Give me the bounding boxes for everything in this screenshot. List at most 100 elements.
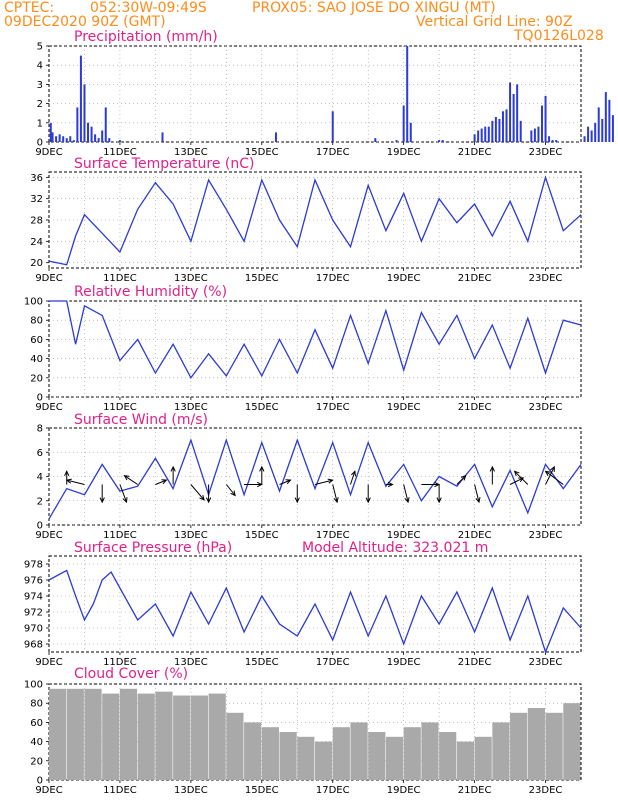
y-tick-label: 3 (37, 80, 43, 91)
y-tick-label: 40 (30, 737, 43, 748)
y-tick-label: 80 (30, 316, 43, 327)
precip-bar (49, 122, 52, 142)
panel-frame (48, 300, 582, 398)
cloud-bar (527, 708, 545, 780)
x-tick-label: 17DEC (316, 657, 350, 668)
header-source: CPTEC: (4, 0, 55, 16)
wind-arrow-head (65, 478, 72, 484)
y-tick-label: 20 (30, 258, 43, 269)
x-tick-label: 23DEC (529, 147, 563, 158)
x-tick-label: 21DEC (458, 147, 492, 158)
y-tick-label: 968 (24, 640, 43, 651)
y-tick-label: 0 (37, 521, 43, 532)
x-tick-label: 13DEC (174, 147, 208, 158)
panel-title: Cloud Cover (%) (74, 666, 188, 682)
x-tick-label: 19DEC (387, 530, 421, 541)
x-tick-label: 13DEC (174, 785, 208, 796)
header-run-code: TQ0126L028 (514, 28, 604, 44)
precip-bar (480, 128, 483, 142)
wind-arrow (545, 470, 564, 485)
cloud-bar (226, 712, 244, 780)
x-tick-label: 9DEC (35, 530, 62, 541)
x-tick-label: 13DEC (174, 273, 208, 284)
wind-arrow-head (327, 478, 334, 484)
wind-arrow (119, 484, 128, 503)
y-tick-label: 2 (37, 99, 43, 110)
cloud-bar (102, 693, 120, 780)
wind-arrow (514, 470, 529, 485)
wind-arrow (403, 484, 409, 503)
y-tick-label: 4 (37, 472, 43, 483)
y-tick-label: 1 (37, 118, 43, 129)
wind-arrow-head (351, 470, 357, 477)
x-tick-label: 23DEC (529, 273, 563, 284)
y-tick-label: 0 (37, 393, 43, 404)
precip-bar (51, 132, 54, 142)
precip-bar (406, 46, 409, 142)
x-tick-label: 17DEC (316, 273, 350, 284)
wind-arrow-head (518, 477, 525, 483)
wind-arrow-head (475, 497, 481, 504)
x-tick-label: 9DEC (35, 402, 62, 413)
precip-bar (548, 136, 551, 142)
x-tick-label: 11DEC (103, 147, 137, 158)
x-tick-label: 23DEC (529, 785, 563, 796)
wind-arrow (190, 484, 205, 501)
precip-bar (590, 130, 593, 142)
x-tick-label: 21DEC (458, 530, 492, 541)
wind-arrow-head (387, 481, 394, 488)
precip-bar (90, 126, 93, 142)
cloud-bar (385, 736, 404, 780)
cloud-bar (563, 703, 581, 780)
y-tick-label: 6 (37, 448, 43, 459)
precip-bar (583, 136, 586, 142)
y-tick-label: 8 (37, 424, 43, 435)
wind-arrow-head (123, 475, 130, 481)
x-tick-label: 9DEC (35, 657, 62, 668)
precip-bar (484, 126, 487, 142)
wind-arrow-head (550, 465, 555, 472)
x-tick-label: 13DEC (174, 657, 208, 668)
cloud-bar (474, 736, 492, 780)
precip-bar (512, 94, 515, 142)
wind-arrow-head (170, 465, 176, 472)
wind-arrow-head (436, 497, 442, 504)
wind-arrow-head (513, 470, 520, 477)
wind-arrow-head (294, 497, 300, 504)
y-tick-label: 80 (30, 699, 43, 710)
wind-arrow (314, 479, 333, 485)
precip-bar (402, 105, 405, 142)
x-tick-label: 15DEC (245, 530, 279, 541)
y-tick-label: 970 (24, 624, 43, 635)
wind-arrow (509, 477, 524, 485)
precip-bar (544, 95, 547, 142)
cloud-bar (84, 688, 102, 780)
cloud-bar (208, 693, 226, 780)
y-tick-label: 100 (24, 297, 43, 308)
x-tick-label: 11DEC (103, 402, 137, 413)
y-tick-label: 40 (30, 354, 43, 365)
y-tick-label: 4 (37, 61, 43, 72)
x-tick-label: 9DEC (35, 147, 62, 158)
cloud-bar (315, 741, 333, 780)
wind-arrow (155, 479, 167, 485)
precip-bar (79, 55, 82, 142)
cloud-bar (492, 722, 510, 780)
y-tick-label: 32 (30, 194, 43, 205)
x-tick-label: 21DEC (458, 273, 492, 284)
panel-title: Precipitation (mm/h) (74, 29, 218, 45)
cloud-bar (279, 732, 297, 780)
wind-arrow-head (122, 497, 128, 504)
cloud-bar (49, 688, 67, 780)
x-tick-label: 23DEC (529, 657, 563, 668)
wind-arrow (66, 479, 85, 485)
precip-bar (501, 111, 504, 142)
cloud-bar (173, 695, 191, 780)
x-tick-label: 23DEC (529, 402, 563, 413)
panel-frame (48, 45, 582, 143)
cloud-bar (545, 712, 563, 780)
precip-bar (83, 84, 86, 142)
cloud-bar (66, 688, 84, 780)
y-tick-label: 60 (30, 335, 43, 346)
panel-title: Surface Pressure (hPa) (74, 540, 232, 556)
